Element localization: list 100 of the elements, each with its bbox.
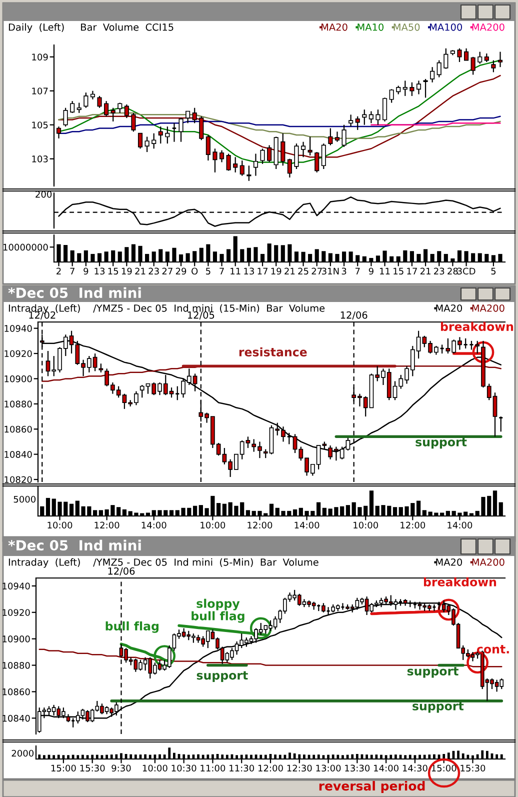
y-tick-label: 103 — [32, 156, 48, 162]
x-tick-label: 10:00 — [354, 522, 378, 529]
y-tick-label: 10820 — [4, 476, 32, 484]
x-tick-label: 9 — [368, 268, 374, 275]
x-tick-label: 12:00 — [258, 764, 283, 772]
x-tick-label: 17 — [407, 268, 417, 274]
y-tick-label: 10900 — [4, 375, 32, 382]
legend-label: MA20 — [436, 304, 462, 312]
y-tick-label: 10000000 — [3, 244, 48, 251]
legend-label: MA100 — [430, 23, 462, 31]
y-tick-label: 10840 — [2, 714, 30, 722]
legend-label: MA50 — [394, 23, 420, 31]
x-tick-label: 28 — [448, 268, 458, 275]
x-tick-label: 11:30 — [230, 764, 254, 772]
x-tick-label: 10:00 — [200, 522, 226, 529]
x-tick-label: 3CD — [457, 268, 476, 275]
chart-title: *Dec 05 Ind mini — [8, 287, 141, 298]
x-tick-label: 12/06 — [340, 311, 368, 320]
x-tick-label: 13:30 — [345, 764, 370, 772]
x-tick-label: 14:00 — [448, 522, 472, 529]
legend-label: MA200 — [472, 304, 504, 312]
x-tick-label: 14:00 — [294, 522, 320, 529]
x-tick-label: 3 — [342, 268, 346, 275]
x-tick-label: 21 — [284, 268, 295, 274]
annotation: support — [407, 667, 458, 678]
annotation: cont. — [476, 645, 509, 654]
annotation: breakdown — [424, 577, 496, 586]
x-tick-label: 19 — [122, 268, 132, 275]
annotation: support — [196, 671, 248, 682]
x-tick-label: 15:30 — [80, 764, 105, 772]
chart-title: *Dec 05 Ind mini — [8, 540, 141, 551]
x-tick-label: 12/06 — [108, 567, 135, 576]
x-tick-label: 21 — [135, 268, 146, 274]
x-tick-label: 19 — [271, 268, 282, 275]
y-tick-label: 10920 — [2, 609, 30, 616]
x-tick-label: 9 — [84, 268, 88, 275]
x-tick-label: 25 — [298, 268, 308, 275]
x-tick-label: 11 — [230, 268, 240, 274]
x-tick-label: 13 — [244, 268, 254, 275]
x-tick-label: 10:00 — [142, 764, 168, 772]
y-tick-label: 10860 — [2, 688, 30, 696]
annotation: support — [416, 438, 467, 449]
x-tick-label: 27 — [162, 268, 172, 274]
x-tick-label: 15:00 — [432, 764, 456, 772]
chart-subtitle: Daily (Left) Bar Volume CCI15 — [8, 23, 174, 33]
x-tick-label: 12/05 — [188, 311, 214, 320]
x-tick-label: 13 — [94, 268, 105, 275]
x-tick-label: 11:00 — [200, 764, 226, 772]
legend-label: MA10 — [358, 23, 384, 31]
x-tick-label: 5 — [206, 268, 210, 275]
text: 2000 — [12, 750, 34, 757]
x-tick-label: O — [192, 268, 198, 275]
x-tick-label: 14:30 — [402, 764, 428, 772]
x-tick-label: 31N — [322, 268, 339, 275]
y-tick-label: 10940 — [4, 325, 32, 332]
x-tick-label: 12:00 — [94, 522, 120, 529]
legend-label: MA20 — [436, 558, 462, 566]
x-tick-label: 5 — [491, 268, 496, 275]
x-tick-label: 23 — [434, 268, 444, 275]
x-tick-label: 21 — [420, 268, 430, 274]
y-tick-label: 10840 — [4, 451, 32, 458]
y-tick-label: 105 — [32, 122, 48, 128]
y-tick-label: 10860 — [4, 426, 32, 433]
x-tick-label: 15:00 — [51, 764, 76, 772]
x-tick-label: 12:00 — [248, 522, 272, 529]
x-tick-label: 10:30 — [172, 764, 196, 772]
x-tick-label: 11 — [380, 268, 390, 274]
y-tick-label: 10880 — [4, 400, 32, 408]
y-tick-label: 10900 — [2, 636, 30, 642]
annotation: bull flag — [106, 621, 158, 633]
x-tick-label: 12:00 — [400, 522, 426, 529]
x-tick-label: 7 — [220, 268, 224, 274]
annotation: breakdown — [440, 322, 514, 332]
x-tick-label: 14:00 — [374, 764, 398, 772]
y-tick-label: 109 — [32, 54, 48, 60]
annotation: resistance — [239, 347, 307, 356]
x-tick-label: 17 — [258, 268, 268, 274]
chart-subtitle: Intraday (Left) /YMZ5 - Dec 05 Ind mini (5-Min) Bar Volume — [8, 558, 318, 568]
text: reversal period — [319, 780, 425, 794]
y-tick-label: 10940 — [2, 582, 30, 590]
legend-label: MA200 — [472, 23, 504, 31]
x-tick-label: 27 — [312, 268, 322, 274]
y-tick-label: 10920 — [4, 350, 32, 358]
x-tick-label: 13:00 — [316, 764, 341, 772]
y-tick-label: 107 — [32, 88, 48, 94]
annotation: sloppy bull flag — [192, 598, 244, 623]
x-tick-label: 15 — [394, 268, 404, 275]
x-tick-label: 10:00 — [48, 522, 72, 529]
x-tick-label: 15 — [108, 268, 118, 275]
x-tick-label: 12:30 — [287, 764, 312, 772]
text: 5000 — [14, 496, 36, 503]
x-tick-label: 2 — [56, 268, 61, 274]
x-tick-label: 14:00 — [142, 522, 166, 529]
x-tick-label: 7 — [355, 268, 360, 274]
x-tick-label: 29 — [176, 268, 186, 275]
x-tick-label: 15:30 — [460, 764, 486, 772]
annotation: support — [412, 702, 464, 713]
x-tick-label: 7 — [70, 268, 74, 274]
x-tick-label: 9:30 — [112, 764, 131, 772]
y-tick-label: 10880 — [2, 662, 30, 669]
